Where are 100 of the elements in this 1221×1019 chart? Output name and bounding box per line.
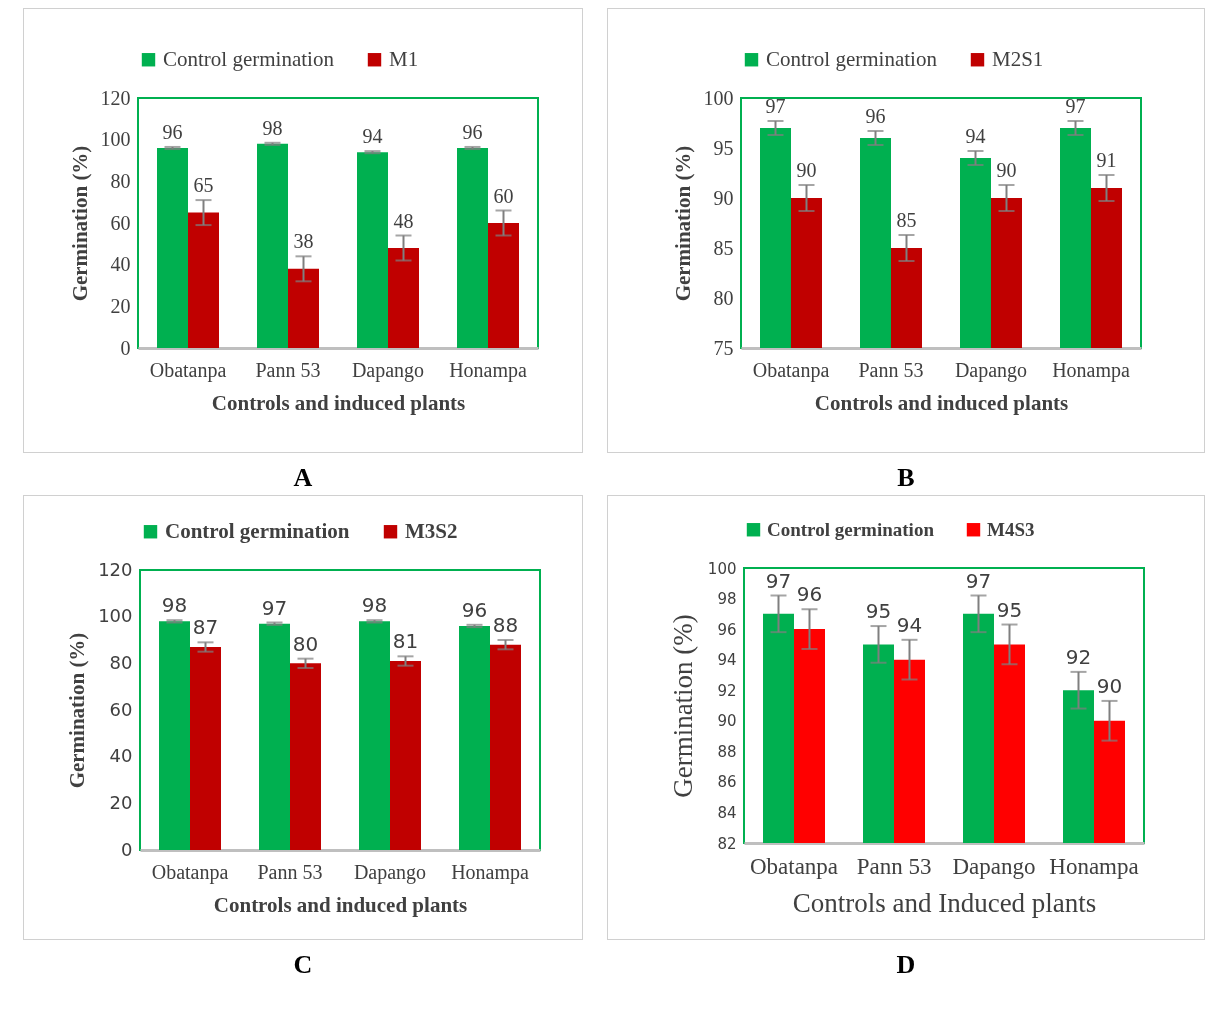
y-tick-label: 100 [707, 559, 736, 577]
data-label: 81 [392, 628, 419, 653]
data-label: 96 [461, 597, 488, 622]
data-label: 96 [796, 581, 822, 606]
x-tick-label: Pann 53 [257, 860, 323, 882]
y-tick-label: 120 [98, 558, 133, 579]
y-tick-label: 60 [110, 211, 130, 233]
legend-label: Control germination [766, 518, 934, 540]
bar [387, 247, 419, 348]
y-tick-label: 20 [109, 791, 133, 813]
data-label: 90 [1096, 673, 1122, 698]
legend-label: M3S2 [405, 518, 458, 543]
data-label: 97 [765, 568, 791, 592]
legend-label: M1 [388, 46, 418, 71]
y-tick-label: 100 [100, 127, 130, 150]
y-tick-label: 95 [713, 136, 733, 158]
data-label: 65 [193, 173, 213, 196]
bar [259, 623, 290, 850]
data-label: 94 [362, 124, 382, 147]
bar [287, 268, 319, 348]
bar [459, 625, 490, 850]
x-tick-label: Pann 53 [856, 853, 931, 878]
y-tick-label: 40 [109, 744, 133, 766]
x-axis-title: Controls and induced plants [211, 390, 465, 414]
data-label: 96 [162, 120, 182, 143]
y-tick-label: 0 [121, 838, 133, 859]
y-tick-label: 80 [713, 286, 733, 308]
data-label: 95 [996, 597, 1022, 622]
x-tick-label: Pann 53 [255, 358, 320, 380]
y-tick-label: 92 [716, 681, 736, 700]
text: C [293, 949, 313, 981]
x-axis-title: Controls and Induced plants [792, 887, 1096, 917]
data-label: 96 [462, 120, 482, 143]
bar [187, 212, 219, 348]
y-tick-label: 75 [713, 336, 733, 358]
y-tick-label: 90 [716, 711, 736, 730]
x-tick-label: Obatanpa [749, 853, 838, 878]
data-label: 87 [192, 614, 219, 639]
y-tick-label: 88 [716, 742, 736, 761]
x-tick-label: Dapango [353, 860, 427, 883]
x-tick-label: Dapango [951, 853, 1036, 878]
x-axis-title: Controls and induced plants [814, 390, 1068, 414]
data-label: 88 [492, 612, 519, 637]
data-label: 92 [1065, 644, 1091, 669]
y-tick-label: 98 [716, 589, 736, 608]
y-tick-label: 80 [109, 651, 133, 673]
x-tick-label: Pann 53 [858, 358, 923, 380]
x-tick-label: Honampa [1051, 358, 1130, 381]
data-label: 96 [865, 104, 885, 127]
y-axis-title: Germination (%) [65, 632, 90, 788]
y-tick-label: 80 [110, 169, 130, 192]
x-tick-label: Obatanpa [149, 358, 226, 381]
x-tick-label: Honampa [1048, 853, 1139, 878]
data-label: 97 [261, 595, 288, 619]
bar [159, 620, 190, 850]
y-tick-label: 86 [716, 772, 736, 791]
y-axis-title: Germination (%) [667, 613, 698, 798]
legend-label: Control germination [165, 518, 350, 543]
y-tick-label: 96 [716, 620, 736, 639]
legend-label: M2S1 [991, 46, 1043, 71]
data-label: 97 [765, 94, 785, 117]
y-tick-label: 85 [713, 236, 733, 258]
x-tick-label: Dapango [954, 358, 1027, 381]
bar [356, 151, 388, 348]
x-tick-label: Obatanpa [151, 860, 229, 883]
data-label: 97 [1065, 94, 1085, 117]
y-axis-title: Germination (%) [670, 145, 694, 301]
data-label: 98 [262, 116, 282, 139]
data-label: 98 [161, 592, 188, 617]
bar [256, 143, 288, 348]
x-tick-label: Honampa [451, 860, 529, 883]
text: D [896, 949, 916, 981]
y-tick-label: 0 [120, 336, 130, 358]
data-label: 94 [896, 612, 922, 637]
data-label: 90 [996, 158, 1016, 181]
bar [487, 222, 519, 348]
y-tick-label: 94 [716, 650, 736, 669]
y-axis-title: Germination (%) [67, 145, 91, 301]
data-label: 98 [361, 592, 388, 617]
x-axis-title: Controls and induced plants [213, 892, 468, 916]
text: B [897, 462, 915, 494]
y-tick-label: 84 [716, 803, 736, 822]
data-label: 48 [393, 209, 413, 231]
x-tick-label: Dapango [351, 358, 424, 381]
y-tick-label: 60 [109, 698, 133, 719]
bar [490, 644, 521, 850]
y-tick-label: 20 [110, 294, 130, 317]
data-label: 94 [965, 124, 985, 147]
y-tick-label: 100 [98, 604, 133, 626]
bar [456, 147, 488, 348]
x-tick-label: Honampa [448, 358, 527, 381]
y-tick-label: 82 [716, 834, 736, 852]
y-tick-label: 90 [713, 186, 733, 208]
data-label: 95 [865, 598, 891, 623]
y-tick-label: 40 [110, 252, 130, 275]
legend-label: M4S3 [986, 518, 1034, 540]
data-label: 91 [1096, 148, 1116, 171]
text: A [293, 462, 313, 494]
data-label: 80 [292, 631, 319, 656]
data-label: 85 [896, 208, 916, 231]
